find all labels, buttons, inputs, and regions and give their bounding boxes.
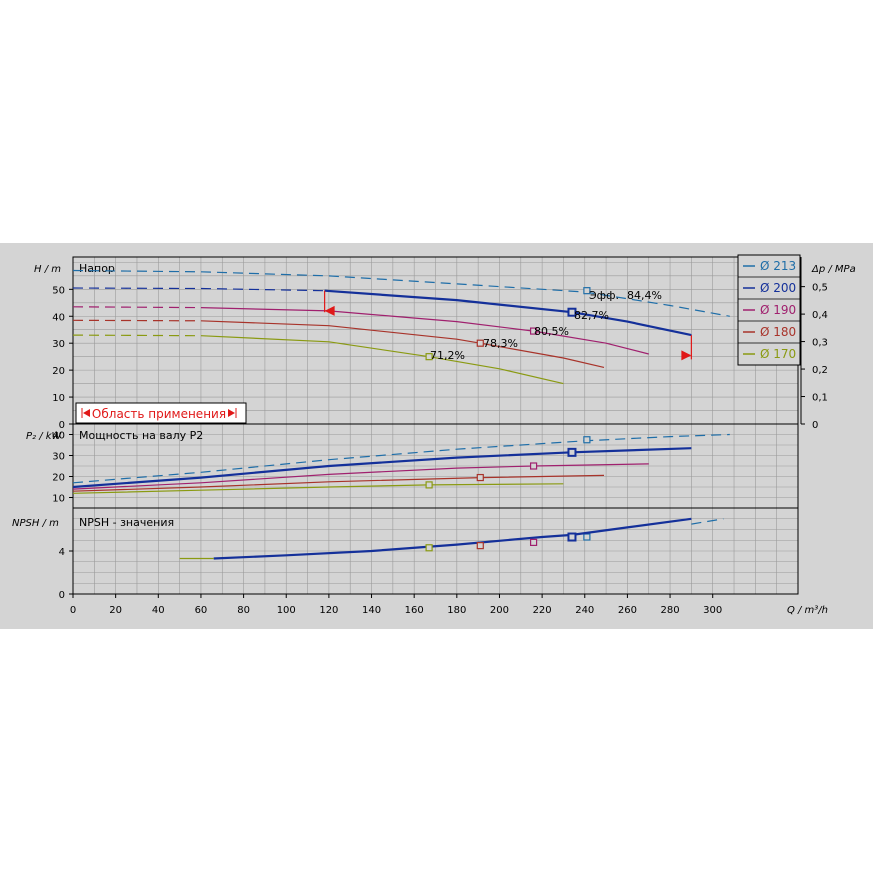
x-tick-label: 240	[575, 605, 594, 616]
y2-tick-label: 0,5	[812, 283, 828, 294]
bep-marker-0	[583, 287, 591, 295]
range-label-arrow-left	[83, 409, 90, 417]
y2-tick-label: 0,2	[812, 365, 828, 376]
bep-marker-2	[529, 538, 538, 546]
bep-marker-2	[529, 462, 538, 470]
x-tick-label: 40	[152, 605, 165, 616]
y-tick-label: 20	[52, 473, 65, 484]
y2-tick-label: 0,3	[812, 338, 828, 349]
x-tick-label: 260	[618, 605, 637, 616]
x-tick-label: 300	[703, 605, 722, 616]
y-tick-label: 40	[52, 312, 65, 323]
x-tick-label: 280	[661, 605, 680, 616]
x-tick-label: 220	[533, 605, 552, 616]
x-tick-label: 80	[237, 605, 250, 616]
bep-marker-1	[567, 532, 577, 542]
y-axis-label: P₂ / kW	[26, 431, 63, 442]
bep-marker-3	[476, 473, 484, 482]
eff-value: 78,3%	[483, 337, 518, 350]
x-tick-label: 120	[319, 605, 338, 616]
head-curve-dashed-2	[72, 306, 201, 309]
power-curve-2	[72, 463, 649, 490]
y-tick-label: 40	[52, 431, 65, 442]
x-tick-label: 100	[277, 605, 296, 616]
legend-entry: Ø 200	[760, 281, 796, 295]
bep-marker-1	[567, 307, 577, 317]
panel-title: Мощность на валу P2	[79, 429, 203, 442]
bep-marker-0	[583, 533, 591, 541]
x-tick-label: 180	[447, 605, 466, 616]
npsh-curve-0	[691, 518, 724, 525]
bep-marker-4	[425, 544, 433, 552]
x-tick-label: 60	[195, 605, 208, 616]
y-tick-label: 10	[52, 393, 65, 404]
y2-tick-label: 0,4	[812, 310, 828, 321]
y-tick-label: 50	[52, 285, 65, 296]
head-curve-0	[72, 269, 730, 317]
range-label: Область применения	[92, 407, 226, 421]
y-tick-label: 30	[52, 452, 65, 463]
eff-value: 80,5%	[534, 325, 569, 338]
legend-entry: Ø 170	[760, 347, 796, 361]
bep-marker-3	[476, 542, 484, 550]
y-tick-label: 0	[59, 420, 65, 431]
x-tick-label: 140	[362, 605, 381, 616]
eff-value: 84,4%	[627, 289, 662, 302]
y2-tick-label: 0	[812, 420, 818, 431]
bep-marker-3	[476, 339, 484, 347]
legend-entry: Ø 213	[760, 259, 796, 273]
bep-marker-4	[425, 353, 433, 361]
power-curve-4	[72, 483, 564, 494]
x-tick-label: 20	[109, 605, 122, 616]
eff-label: Эфф.	[589, 289, 619, 302]
head-curve-dashed-1	[72, 287, 325, 292]
power-curve-3	[72, 474, 605, 492]
y-axis-label: NPSH / m	[12, 518, 59, 529]
y-tick-label: 20	[52, 366, 65, 377]
range-max-arrow	[681, 350, 692, 361]
npsh-curve-1	[213, 517, 692, 560]
head-curve-dashed-3	[72, 319, 201, 322]
eff-value: 82,7%	[574, 309, 609, 322]
y-axis-label: H / m	[34, 264, 61, 275]
range-label-arrow-right	[228, 409, 235, 417]
legend-entry: Ø 180	[760, 325, 796, 339]
power-curve-0	[72, 433, 730, 484]
y-tick-label: 10	[52, 494, 65, 505]
x-tick-label: 0	[70, 605, 76, 616]
head-curve-dashed-4	[72, 334, 201, 337]
panel-title: Напор	[79, 262, 115, 275]
panel-title: NPSH - значения	[79, 516, 174, 529]
legend-entry: Ø 190	[760, 303, 796, 317]
y2-axis-label: Δp / MPa	[811, 264, 856, 275]
range-label-box	[75, 402, 247, 424]
y-tick-label: 0	[59, 590, 65, 601]
x-axis-label: Q / m³/h	[787, 605, 828, 616]
head-curve-2	[200, 307, 649, 355]
y-tick-label: 4	[59, 547, 65, 558]
x-tick-label: 200	[490, 605, 509, 616]
chart-panel: 0 10 20 30 40 50 0 0,1 0,2 0,3 0,4 0,5 10 20 30 40 0 4 0 20…	[0, 243, 873, 629]
bep-marker-0	[583, 436, 591, 444]
power-curve-1	[72, 447, 692, 489]
bep-marker-2	[529, 327, 538, 335]
bep-marker-1	[567, 447, 577, 457]
head-curve-3	[200, 320, 605, 368]
y2-tick-label: 0,1	[812, 393, 828, 404]
bep-marker-4	[425, 481, 433, 489]
y-tick-label: 30	[52, 339, 65, 350]
x-tick-label: 160	[405, 605, 424, 616]
eff-value: 71,2%	[430, 349, 465, 362]
range-min-arrow	[324, 305, 335, 316]
